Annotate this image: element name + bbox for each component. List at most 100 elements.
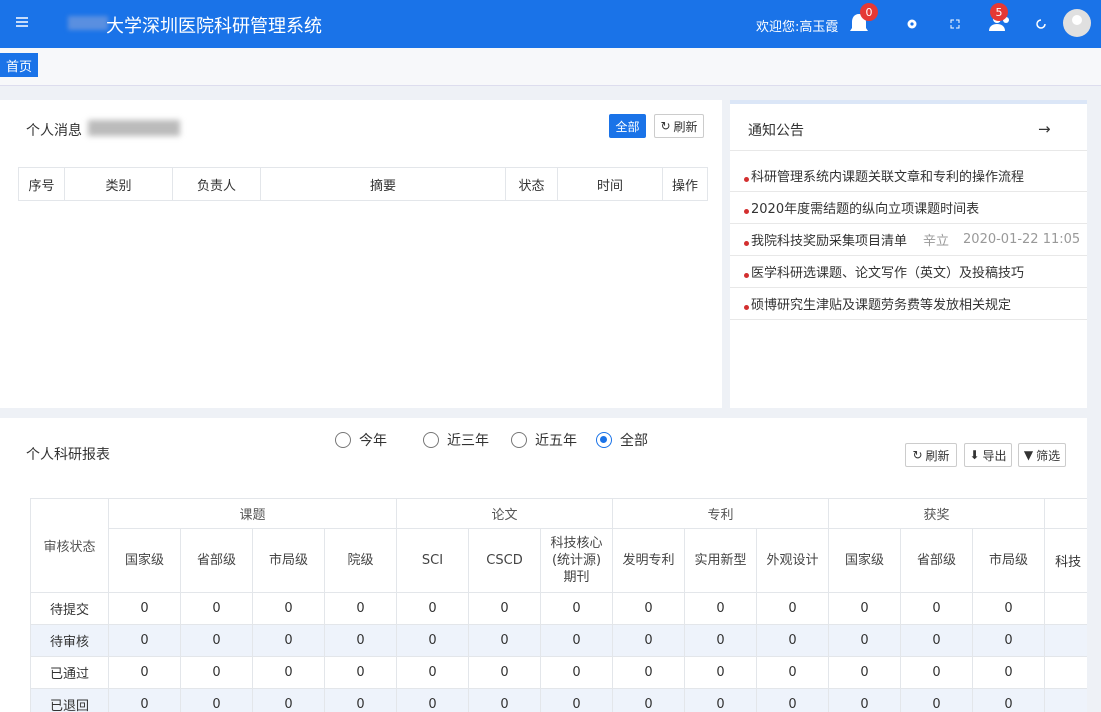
- group-header: 课题: [107, 498, 398, 529]
- dot: [744, 241, 749, 246]
- notice-time: 2020-01-22 11:05: [963, 232, 1081, 247]
- value-cell: 0: [252, 688, 325, 712]
- notice-title: 2020年度需结题的纵向立项课题时间表: [751, 202, 980, 217]
- report-refresh[interactable]: ↻ 刷新: [905, 443, 957, 467]
- refresh-icon[interactable]: [1035, 18, 1047, 30]
- messages-title: 个人消息: [26, 123, 82, 139]
- icon: ▼: [1023, 448, 1034, 462]
- value-cell: 0: [323, 592, 398, 625]
- avatar[interactable]: [1062, 8, 1092, 38]
- notice-title: 我院科技奖励采集项目清单: [751, 234, 908, 249]
- label: 筛选: [1036, 448, 1061, 463]
- cell: [1044, 656, 1087, 689]
- column-header: 国家级: [108, 528, 181, 593]
- value-cell: 0: [684, 592, 758, 625]
- menu-icon[interactable]: [14, 14, 30, 30]
- label: 导出: [982, 448, 1007, 463]
- value-cell: 0: [828, 688, 902, 712]
- column-header: 负责人: [172, 167, 261, 201]
- value-cell: 0: [828, 656, 902, 689]
- notice-item[interactable]: 2020年度需结题的纵向立项课题时间表: [730, 192, 1087, 224]
- column-header: 省部级: [900, 528, 974, 593]
- column-header: 省部级: [180, 528, 253, 593]
- subheader-row: 国家级 省部级 市局级 院级 SCI CSCD 科技核心(统计源)期刊 发明专利 实用新型 外观设…: [31, 528, 1087, 593]
- value-cell: 0: [108, 624, 181, 657]
- value-cell: 0: [252, 656, 325, 689]
- report-title: 个人科研报表: [26, 447, 110, 463]
- value-cell: 0: [972, 592, 1046, 625]
- value-cell: 0: [323, 656, 398, 689]
- column-header: 院级: [323, 528, 398, 593]
- cell: [1044, 688, 1087, 712]
- label: 刷新: [925, 448, 950, 463]
- value-cell: 0: [612, 688, 686, 712]
- notice-title: 医学科研选课题、论文写作（英文）及投稿技巧: [751, 266, 1025, 281]
- column-header: 国家级: [828, 528, 902, 593]
- row-header: 审核状态: [30, 498, 109, 593]
- radio-label: 近三年: [447, 433, 489, 449]
- value-cell: 0: [828, 592, 902, 625]
- dot: [744, 273, 749, 278]
- value-cell: 0: [108, 592, 181, 625]
- radio-option[interactable]: 近三年: [423, 430, 489, 450]
- filter-button[interactable]: ▼ 筛选: [1018, 443, 1066, 467]
- logo: [68, 16, 108, 30]
- value-cell: 0: [180, 656, 253, 689]
- divider: [730, 150, 1087, 151]
- value-cell: 0: [540, 592, 614, 625]
- data-row: 待审核 0 0 0 0 0 0 0 0 0 0 0 0 0: [30, 624, 1087, 657]
- messages-card: 个人消息 全部 ↻ 刷新 序号 类别 负责人 摘要 状态 时间 操作: [0, 100, 722, 408]
- icon: ⬇: [969, 448, 980, 462]
- value-cell: 0: [900, 592, 974, 625]
- value-cell: 0: [900, 656, 974, 689]
- group-header: [1044, 498, 1087, 529]
- welcome: 欢迎您:高玉霞: [756, 20, 839, 35]
- column-header: 科技: [1044, 528, 1087, 593]
- radio-label: 今年: [359, 433, 387, 449]
- export-button[interactable]: ⬇ 导出: [964, 443, 1012, 467]
- settings-icon[interactable]: [906, 18, 918, 30]
- value-cell: 0: [540, 656, 614, 689]
- value-cell: 0: [684, 656, 758, 689]
- value-cell: 0: [180, 624, 253, 657]
- report-card: 个人科研报表 今年 近三年 近五年 全部 ↻ 刷新 ⬇ 导出 ▼ 筛选 审核状态 课题 论文 专利…: [0, 418, 1087, 712]
- dot: [744, 177, 749, 182]
- notice-item[interactable]: 我院科技奖励采集项目清单 辛立 2020-01-22 11:05: [730, 224, 1087, 256]
- value-cell: 0: [468, 688, 542, 712]
- radio-option[interactable]: 今年: [335, 430, 387, 450]
- column-header: 操作: [662, 167, 708, 201]
- more-arrow[interactable]: →: [1038, 120, 1051, 138]
- group-header: 专利: [612, 498, 830, 529]
- dot: [744, 305, 749, 310]
- radio-circle: [511, 432, 527, 448]
- dot: [744, 209, 749, 214]
- radio-option[interactable]: 近五年: [511, 430, 577, 450]
- value-cell: 0: [108, 688, 181, 712]
- notice-item[interactable]: 科研管理系统内课题关联文章和专利的操作流程: [730, 160, 1087, 192]
- notice-title: 科研管理系统内课题关联文章和专利的操作流程: [751, 170, 1025, 185]
- top-bar: 大学深圳医院科研管理系统 欢迎您:高玉霞 0 5: [0, 0, 1101, 48]
- fullscreen-icon[interactable]: [950, 19, 960, 29]
- tab[interactable]: 首页: [0, 53, 39, 77]
- value-cell: 0: [323, 624, 398, 657]
- notice-author: 辛立: [923, 234, 950, 249]
- notice-item[interactable]: 医学科研选课题、论文写作（英文）及投稿技巧: [730, 256, 1087, 288]
- refresh-button[interactable]: ↻ 刷新: [654, 114, 704, 138]
- value-cell: 0: [252, 624, 325, 657]
- value-cell: 0: [756, 656, 830, 689]
- column-header: 市局级: [252, 528, 325, 593]
- label: 刷新: [673, 119, 698, 134]
- all-button[interactable]: 全部: [609, 114, 646, 138]
- value-cell: 0: [252, 592, 325, 625]
- value-cell: 0: [972, 656, 1046, 689]
- data-row: 已退回 0 0 0 0 0 0 0 0 0 0 0 0 0: [30, 688, 1087, 712]
- status-cell: 待提交: [30, 592, 109, 625]
- notice-item[interactable]: 硕博研究生津贴及课题劳务费等发放相关规定: [730, 288, 1087, 320]
- radio-option[interactable]: 全部: [596, 430, 648, 450]
- value-cell: 0: [180, 592, 253, 625]
- value-cell: 0: [540, 688, 614, 712]
- data-row: 待提交 0 0 0 0 0 0 0 0 0 0 0 0 0: [30, 592, 1087, 625]
- column-header: 外观设计: [756, 528, 830, 593]
- notices-card: 通知公告 → 科研管理系统内课题关联文章和专利的操作流程 2020年度需结题的纵向…: [730, 100, 1087, 408]
